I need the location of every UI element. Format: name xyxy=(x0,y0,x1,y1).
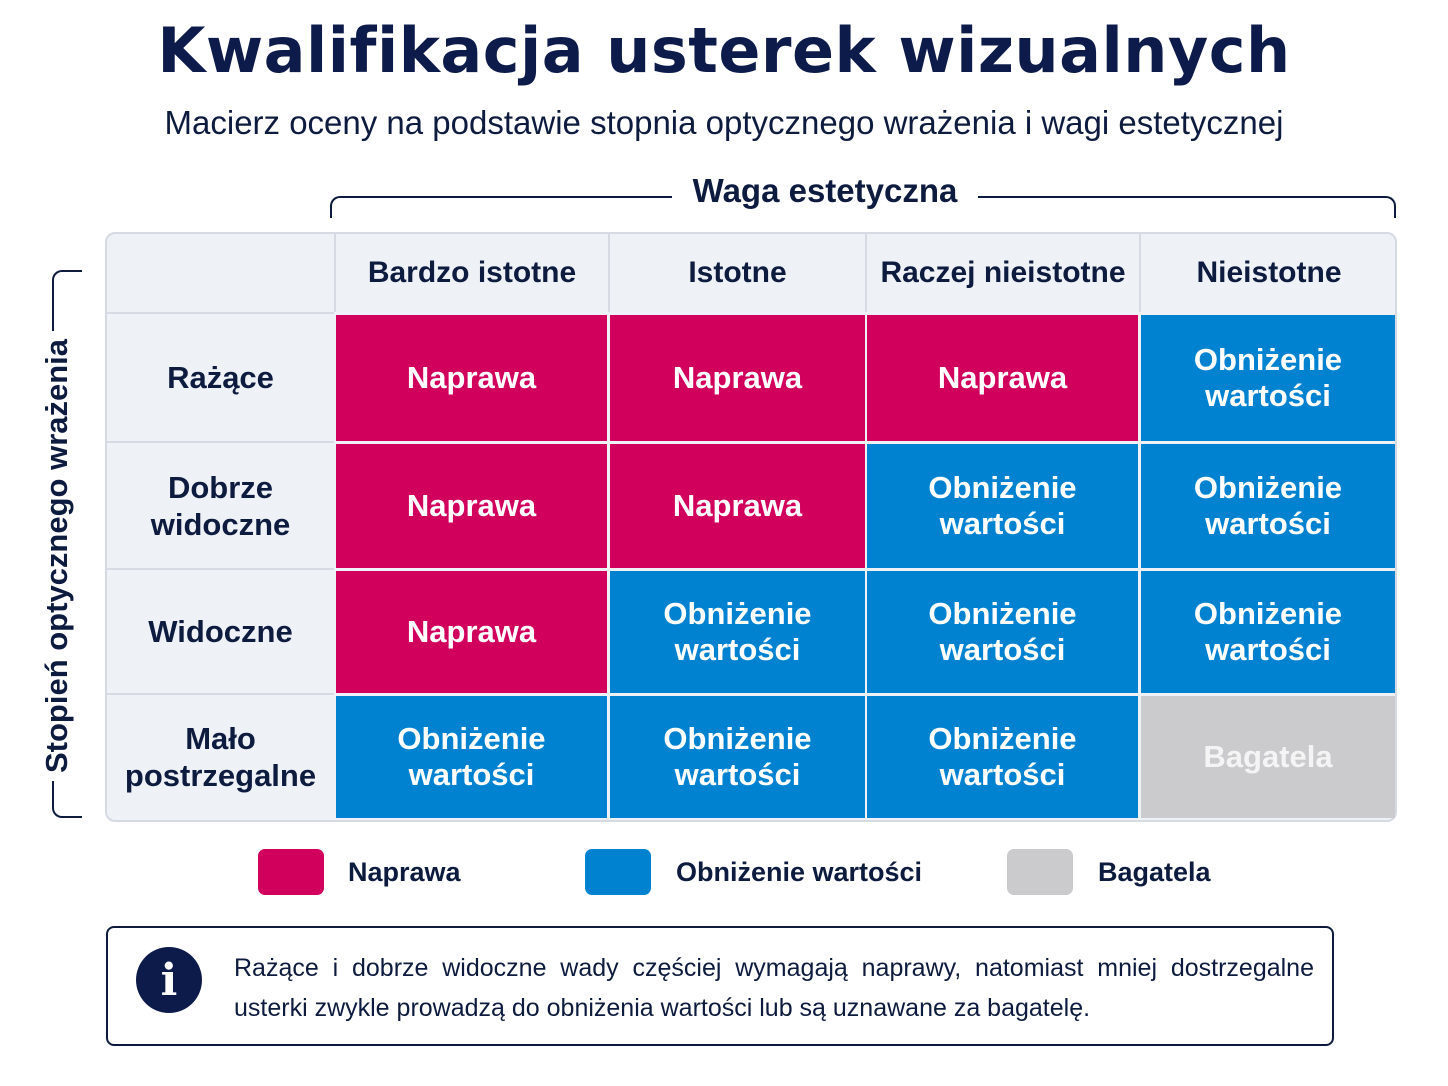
matrix-cell-value: Obniżenie wartości xyxy=(1141,571,1395,693)
column-header: Raczej nieistotne xyxy=(865,234,1139,312)
matrix-cell-line: Naprawa xyxy=(672,360,803,395)
matrix-cell-line: Bagatela xyxy=(1203,739,1333,774)
matrix-cell-line: Obniżenie xyxy=(1193,342,1343,377)
matrix-cell-label: Obniżenie wartości xyxy=(663,721,811,793)
matrix-cell-value: Obniżenie wartości xyxy=(610,696,865,818)
row-header-line: postrzegalne xyxy=(124,757,317,793)
matrix-cell-value: Obniżenie wartości xyxy=(1141,444,1395,568)
matrix-cell-repair: Naprawa xyxy=(336,444,607,568)
row-header: Rażące xyxy=(107,312,334,441)
matrix-cell-label: Obniżenie wartości xyxy=(1194,596,1342,668)
matrix-cell-line: Naprawa xyxy=(406,488,537,523)
matrix-cell-label: Naprawa xyxy=(407,488,536,524)
row-header-line: Rażące xyxy=(167,360,274,395)
matrix-cell-value: Obniżenie wartości xyxy=(867,696,1138,818)
legend-swatch-trifle xyxy=(1007,849,1073,895)
matrix-cell-line: wartości xyxy=(1205,632,1331,667)
matrix-cell-line: wartości xyxy=(1205,506,1331,541)
matrix-cell-line: wartości xyxy=(1205,378,1331,413)
row-header: Mało postrzegalne xyxy=(107,693,334,818)
row-header-text: Dobrze widoczne xyxy=(151,469,291,543)
matrix-cell-label: Obniżenie wartości xyxy=(928,470,1076,542)
info-text: Rażące i dobrze widoczne wady częściej w… xyxy=(234,954,1314,1022)
matrix-cell-label: Obniżenie wartości xyxy=(1194,342,1342,414)
matrix-cell-line: Naprawa xyxy=(406,614,537,649)
matrix-cell-line: wartości xyxy=(408,757,535,792)
matrix-cell-label: Naprawa xyxy=(407,360,536,396)
matrix-cell-label: Obniżenie wartości xyxy=(1194,470,1342,542)
matrix-cell-line: Obniżenie xyxy=(928,470,1077,505)
legend-label-value: Obniżenie wartości xyxy=(676,857,923,887)
matrix-cell-value: Obniżenie wartości xyxy=(610,571,865,693)
matrix-cell-line: Obniżenie xyxy=(928,721,1077,756)
matrix-cell-line: Obniżenie xyxy=(663,596,812,631)
matrix-cell-trifle: Bagatela xyxy=(1141,696,1395,818)
column-header: Nieistotne xyxy=(1139,234,1397,312)
row-header-text: Rażące xyxy=(167,359,274,396)
matrix-cell-value: Obniżenie wartości xyxy=(336,696,607,818)
legend-label-repair: Naprawa xyxy=(348,857,461,887)
matrix-cell-line: wartości xyxy=(939,506,1066,541)
row-header-line: Dobrze xyxy=(167,469,274,505)
matrix-cell-label: Obniżenie wartości xyxy=(928,596,1076,668)
matrix-cell-line: Naprawa xyxy=(937,360,1068,395)
matrix-cell-line: Obniżenie xyxy=(663,721,812,756)
info-icon: i xyxy=(136,947,202,1013)
matrix-cell-line: wartości xyxy=(674,632,801,667)
matrix-cell-line: wartości xyxy=(939,632,1066,667)
x-axis-label: Waga estetyczna xyxy=(672,172,978,210)
matrix-cell-line: wartości xyxy=(674,757,801,792)
legend-swatch-repair xyxy=(258,849,324,895)
matrix-cell-label: Naprawa xyxy=(673,488,802,524)
page-subtitle: Macierz oceny na podstawie stopnia optyc… xyxy=(164,104,1284,141)
row-header: Widoczne xyxy=(107,568,334,693)
matrix-cell-value: Obniżenie wartości xyxy=(867,444,1138,568)
matrix-cell-label: Bagatela xyxy=(1203,739,1332,775)
matrix-cell-repair: Naprawa xyxy=(610,315,865,441)
matrix-cell-label: Obniżenie wartości xyxy=(663,596,811,668)
row-header-text: Mało postrzegalne xyxy=(125,720,316,794)
matrix-cell-line: Naprawa xyxy=(672,488,803,523)
row-header-line: Widoczne xyxy=(148,614,293,649)
row-header-text: Widoczne xyxy=(148,613,292,650)
matrix-cell-label: Naprawa xyxy=(673,360,802,396)
legend-label-trifle: Bagatela xyxy=(1098,857,1211,887)
matrix-cell-line: Naprawa xyxy=(406,360,537,395)
matrix-cell-line: Obniżenie xyxy=(1193,596,1343,631)
column-header: Istotne xyxy=(608,234,865,312)
matrix-cell-line: Obniżenie xyxy=(928,596,1077,631)
matrix-cell-label: Naprawa xyxy=(938,360,1067,396)
matrix-cell-line: wartości xyxy=(939,757,1066,792)
matrix-cell-repair: Naprawa xyxy=(610,444,865,568)
matrix-cell-line: Obniżenie xyxy=(1193,470,1343,505)
column-header: Bardzo istotne xyxy=(334,234,608,312)
matrix-cell-line: Obniżenie xyxy=(397,721,546,756)
page-title: Kwalifikacja usterek wizualnych xyxy=(157,14,1291,87)
matrix-cell-label: Naprawa xyxy=(407,614,536,650)
row-header-line: widoczne xyxy=(150,506,291,542)
matrix-cell-repair: Naprawa xyxy=(336,315,607,441)
row-header-line: Mało xyxy=(185,720,256,756)
matrix-cell-label: Obniżenie wartości xyxy=(397,721,545,793)
matrix-cell-label: Obniżenie wartości xyxy=(928,721,1076,793)
row-header: Dobrze widoczne xyxy=(107,441,334,568)
y-axis-label: Stopień optycznego wrażenia xyxy=(39,330,75,782)
legend-swatch-value xyxy=(585,849,651,895)
info-box xyxy=(106,926,1334,1046)
matrix-cell-repair: Naprawa xyxy=(336,571,607,693)
matrix-cell-repair: Naprawa xyxy=(867,315,1138,441)
matrix-cell-value: Obniżenie wartości xyxy=(1141,315,1395,441)
matrix-cell-value: Obniżenie wartości xyxy=(867,571,1138,693)
